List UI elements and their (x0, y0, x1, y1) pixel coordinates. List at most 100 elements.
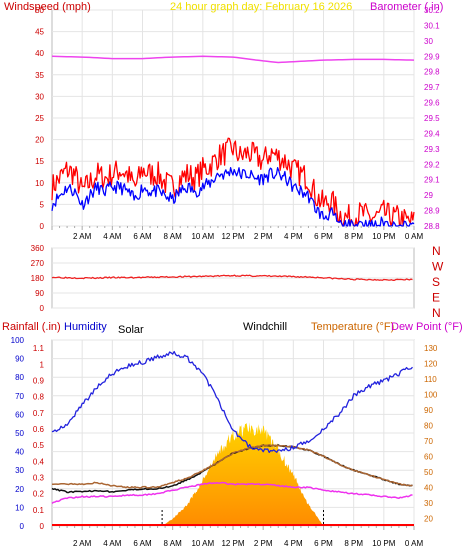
temperature-tick-label: 50 (424, 468, 433, 477)
wind-x-tick-label: 4 PM (284, 232, 303, 241)
rainfall-tick-label: 1.1 (33, 344, 45, 353)
barometer-tick-label: 28.8 (424, 222, 440, 231)
chart-title: 24 hour graph day: February 16 2026 (170, 1, 352, 13)
wind-panel-axes: 0 5 10 15 20 25 30 35 40 45 50 28.8 28.9 29 29.1 29.2 29… (35, 6, 440, 241)
temperature-series (51, 444, 413, 489)
direction-tick-label: 0 (40, 304, 45, 313)
rainfall-tick-label: 0.5 (33, 441, 45, 450)
wind-panel-grid (51, 9, 415, 227)
barometer-tick-label: 29.5 (424, 114, 440, 123)
humidity-tick-label: 60 (15, 410, 24, 419)
temperature-tick-label: 90 (424, 406, 433, 415)
wind-direction-series (51, 274, 413, 281)
humidity-tick-label: 0 (20, 522, 25, 531)
dewpoint-series (51, 481, 413, 505)
barometer-series (51, 55, 415, 64)
windspeed-tick-label: 30 (35, 92, 44, 101)
rainfall-tick-label: 0.4 (33, 457, 45, 466)
rainfall-tick-label: 0.9 (33, 376, 45, 385)
direction-tick-label: 90 (35, 289, 44, 298)
barometer-tick-label: 29 (424, 191, 433, 200)
humidity-tick-label: 40 (15, 448, 24, 457)
rainfall-axis-label: Rainfall (.in) (2, 321, 61, 333)
windspeed-tick-label: 5 (40, 200, 45, 209)
temp-x-tick-label: 4 PM (284, 539, 303, 548)
solar-radiation-area (162, 422, 324, 526)
barometer-tick-label: 30.1 (424, 21, 440, 30)
temperature-tick-label: 120 (424, 359, 438, 368)
barometer-tick-label: 30 (424, 37, 433, 46)
temp-x-tick-label: 6 AM (133, 539, 152, 548)
temp-x-tick-label: 10 AM (191, 539, 214, 548)
temperature-tick-label: 40 (424, 483, 433, 492)
temp-x-tick-label: 2 AM (73, 539, 92, 548)
humidity-tick-label: 100 (11, 336, 25, 345)
windspeed-tick-label: 20 (35, 136, 44, 145)
humidity-series (51, 350, 413, 454)
rainfall-tick-label: 0.6 (33, 425, 45, 434)
direction-panel-grid (51, 247, 415, 309)
humidity-tick-label: 90 (15, 355, 24, 364)
temp-x-tick-label: 6 PM (314, 539, 333, 548)
compass-label: S (432, 275, 440, 289)
temperature-tick-label: 110 (424, 375, 437, 384)
wind-x-tick-label: 6 AM (133, 232, 152, 241)
solar-label: Solar (118, 324, 144, 336)
humidity-tick-label: 80 (15, 373, 24, 382)
barometer-tick-label: 29.9 (424, 52, 440, 61)
temp-x-tick-label: 4 AM (103, 539, 122, 548)
humidity-axis-label: Humidity (64, 321, 107, 333)
windchill-label: Windchill (243, 321, 287, 333)
dewpoint-axis-label: Dew Point (°F) (391, 321, 462, 333)
barometer-tick-label: 29.6 (424, 99, 440, 108)
temp-x-tick-label: 12 PM (221, 539, 244, 548)
wind-x-tick-label: 10 PM (372, 232, 395, 241)
humidity-tick-label: 70 (15, 392, 24, 401)
humidity-tick-label: 10 (15, 503, 24, 512)
temp-panel-series (51, 350, 414, 526)
barometer-tick-label: 29.4 (424, 129, 440, 138)
barometer-tick-label: 29.7 (424, 83, 440, 92)
compass-label: N (432, 306, 441, 320)
barometer-tick-label: 28.9 (424, 207, 440, 216)
rainfall-tick-label: 0.3 (33, 473, 45, 482)
temp-x-tick-label: 10 PM (372, 539, 395, 548)
rainfall-tick-label: 0.2 (33, 490, 45, 499)
windspeed-tick-label: 35 (35, 71, 44, 80)
windspeed-tick-label: 15 (35, 157, 44, 166)
rainfall-tick-label: 0.1 (33, 506, 45, 515)
barometer-tick-label: 29.2 (424, 160, 440, 169)
windspeed-axis-label: Windspeed (mph) (4, 1, 91, 13)
direction-tick-label: 180 (31, 274, 45, 283)
rainfall-tick-label: 0.7 (33, 409, 45, 418)
temperature-tick-label: 20 (424, 514, 433, 523)
temp-x-tick-label: 2 PM (254, 539, 273, 548)
temperature-tick-label: 100 (424, 390, 438, 399)
temperature-axis-label: Temperature (°F) (311, 321, 394, 333)
barometer-tick-label: 29.8 (424, 68, 440, 77)
compass-label: W (432, 260, 444, 274)
windspeed-tick-label: 0 (40, 222, 45, 231)
compass-label: E (432, 291, 440, 305)
temperature-tick-label: 60 (424, 452, 433, 461)
temp-x-tick-label: 8 PM (344, 539, 363, 548)
temperature-tick-label: 30 (424, 499, 433, 508)
wind-x-tick-label: 12 PM (221, 232, 244, 241)
direction-tick-label: 360 (31, 244, 45, 253)
wind-x-tick-label: 6 PM (314, 232, 333, 241)
temp-panel-axes: 0 10 20 30 40 50 60 70 80 90 100 0 0.1 0.2 0.3 0.4 0.5 0.… (11, 336, 438, 548)
direction-tick-label: 270 (31, 259, 45, 268)
wind-x-tick-label: 2 PM (254, 232, 273, 241)
windspeed-tick-label: 25 (35, 114, 44, 123)
humidity-tick-label: 30 (15, 466, 24, 475)
wind-x-tick-label: 8 AM (164, 232, 183, 241)
wind-x-tick-label: 4 AM (103, 232, 122, 241)
temperature-tick-label: 70 (424, 437, 433, 446)
humidity-tick-label: 20 (15, 485, 24, 494)
windspeed-tick-label: 40 (35, 49, 44, 58)
direction-panel-series (51, 274, 413, 281)
wind-x-tick-label: 2 AM (73, 232, 92, 241)
wind-x-tick-label: 10 AM (191, 232, 214, 241)
temp-x-tick-label: 0 AM (405, 539, 424, 548)
